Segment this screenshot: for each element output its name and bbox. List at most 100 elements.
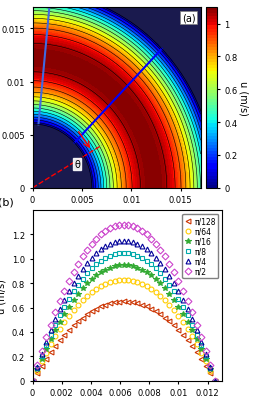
π/16 [209, 367, 212, 372]
π/2 [81, 254, 84, 259]
π/16 [104, 267, 107, 272]
π/16 [86, 281, 89, 286]
π/64 [181, 320, 185, 325]
π/4 [99, 247, 102, 252]
π/4 [191, 317, 194, 322]
π/4 [131, 240, 134, 245]
π/8 [204, 354, 207, 359]
π/64 [31, 378, 34, 383]
π/2 [159, 247, 162, 252]
π/4 [209, 364, 212, 369]
π/64 [99, 284, 102, 289]
π/64 [113, 278, 116, 283]
π/8 [127, 251, 130, 256]
π/64 [118, 278, 121, 283]
π/16 [99, 270, 102, 275]
π/8 [172, 289, 176, 294]
π/128 [181, 333, 185, 337]
π/2 [36, 363, 39, 368]
π/2 [58, 299, 62, 304]
π/128 [118, 299, 121, 304]
π/4 [154, 256, 157, 260]
X-axis label: x (m): x (m) [104, 211, 130, 220]
π/2 [104, 229, 107, 234]
π/2 [31, 378, 34, 383]
π/16 [181, 311, 185, 316]
π/2 [95, 237, 98, 242]
π/4 [177, 289, 180, 294]
Line: π/4: π/4 [30, 239, 217, 383]
π/16 [204, 356, 207, 361]
π/4 [159, 261, 162, 266]
π/2 [195, 322, 198, 327]
π/4 [31, 378, 34, 383]
π/16 [177, 305, 180, 309]
π/64 [154, 290, 157, 295]
π/16 [44, 346, 48, 351]
π/64 [159, 294, 162, 298]
π/8 [131, 252, 134, 257]
π/16 [186, 320, 189, 324]
π/8 [54, 322, 57, 327]
π/64 [36, 369, 39, 373]
π/2 [122, 223, 125, 228]
π/2 [63, 288, 66, 293]
π/128 [113, 300, 116, 305]
π/16 [213, 378, 217, 383]
π/128 [140, 303, 144, 307]
π/2 [200, 335, 203, 340]
π/2 [149, 237, 153, 242]
π/8 [177, 296, 180, 301]
π/16 [72, 298, 75, 303]
π/16 [131, 264, 134, 269]
π/16 [113, 264, 116, 269]
π/64 [63, 320, 66, 325]
π/8 [113, 252, 116, 257]
π/128 [36, 371, 39, 375]
π/128 [177, 328, 180, 333]
π/4 [95, 251, 98, 256]
π/4 [90, 256, 93, 260]
π/4 [163, 267, 166, 272]
π/128 [40, 363, 43, 368]
π/64 [168, 303, 171, 307]
π/8 [213, 378, 217, 383]
π/64 [108, 280, 112, 285]
π/128 [72, 323, 75, 328]
π/2 [127, 223, 130, 228]
π/2 [99, 232, 102, 237]
π/128 [213, 378, 217, 383]
π/8 [67, 296, 71, 301]
π/64 [209, 369, 212, 373]
π/8 [86, 271, 89, 276]
π/8 [168, 283, 171, 288]
π/128 [54, 344, 57, 349]
π/64 [44, 350, 48, 355]
π/4 [118, 239, 121, 244]
π/128 [204, 363, 207, 368]
π/2 [44, 335, 48, 340]
π/8 [209, 366, 212, 371]
π/8 [163, 277, 166, 281]
π/8 [186, 313, 189, 318]
π/8 [36, 366, 39, 371]
π/8 [122, 251, 125, 256]
π/16 [149, 273, 153, 278]
π/2 [113, 224, 116, 229]
π/16 [159, 281, 162, 286]
π/64 [177, 314, 180, 319]
π/16 [54, 328, 57, 333]
π/128 [44, 356, 48, 361]
π/128 [159, 312, 162, 317]
π/8 [191, 322, 194, 327]
π/64 [191, 334, 194, 339]
π/4 [76, 273, 80, 278]
Line: π/16: π/16 [30, 262, 218, 384]
π/16 [191, 328, 194, 333]
π/2 [213, 378, 217, 383]
π/64 [186, 327, 189, 332]
π/8 [159, 271, 162, 276]
Y-axis label: u (m/s): u (m/s) [239, 81, 249, 115]
π/4 [186, 307, 189, 312]
π/64 [104, 281, 107, 286]
